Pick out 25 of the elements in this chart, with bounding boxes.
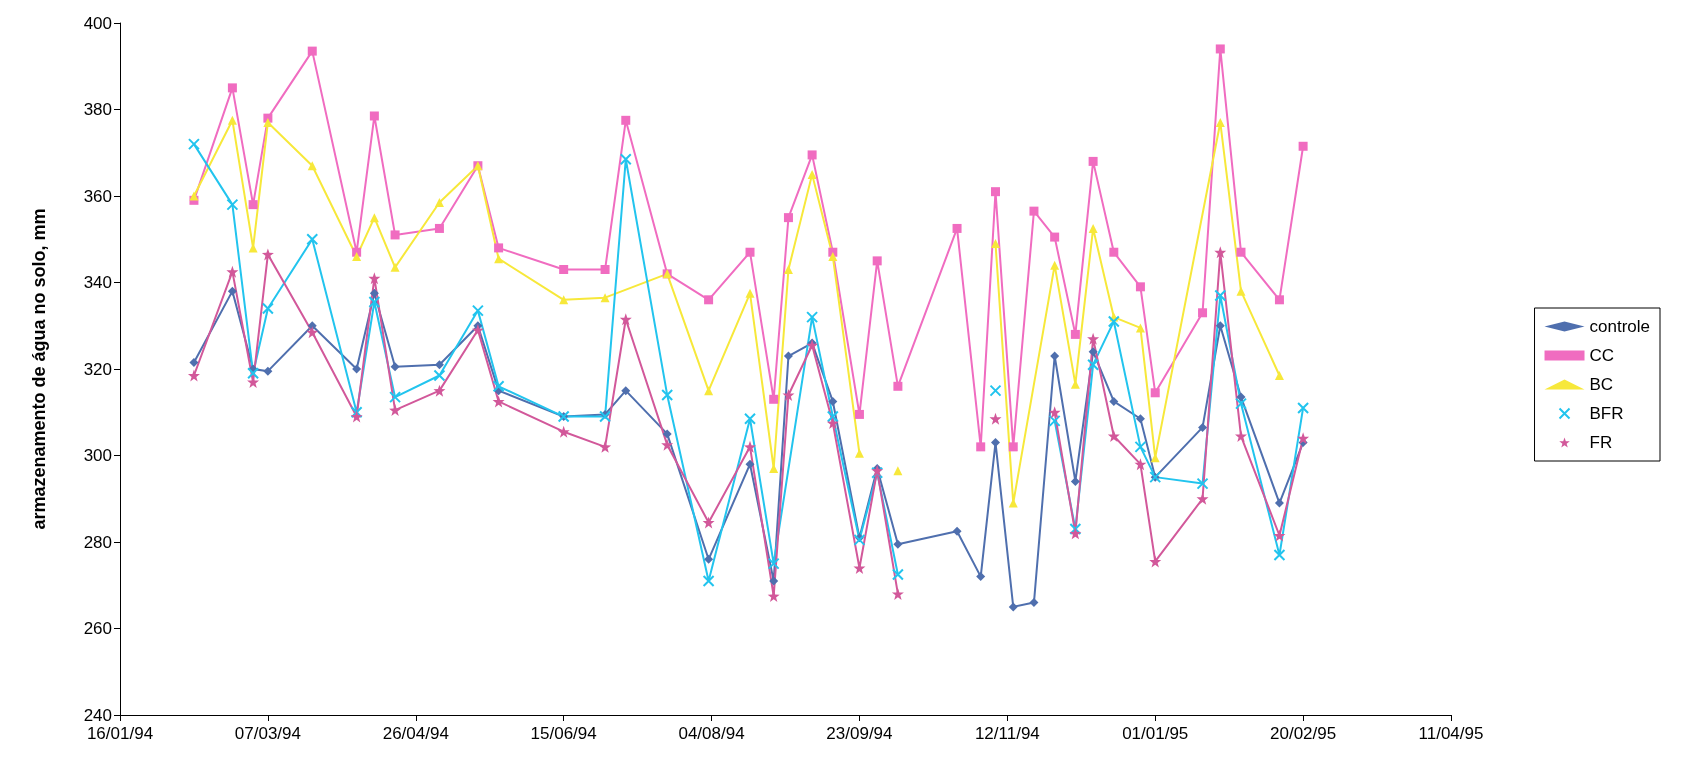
x-tick-label: 07/03/94 xyxy=(234,724,301,743)
x-tick-label: 23/09/94 xyxy=(826,724,893,743)
x-tick-label: 01/01/95 xyxy=(1122,724,1189,743)
x-tick-label: 11/04/95 xyxy=(1418,724,1484,743)
legend-label: controle xyxy=(1589,317,1650,336)
legend-label: BC xyxy=(1589,375,1614,394)
y-tick-label: 280 xyxy=(83,532,112,552)
y-tick-label: 340 xyxy=(83,273,112,292)
legend-label: BFR xyxy=(1589,404,1624,423)
y-tick-label: 320 xyxy=(83,359,112,379)
y-tick-label: 380 xyxy=(83,100,112,119)
legend-label: CC xyxy=(1589,346,1615,365)
x-tick-label: 04/08/94 xyxy=(678,724,745,743)
x-tick-label: 15/06/94 xyxy=(530,724,597,743)
x-tick-label: 12/11/94 xyxy=(974,724,1040,743)
x-tick-label: 26/04/94 xyxy=(382,724,449,743)
x-tick-label: 20/02/95 xyxy=(1270,724,1337,743)
y-tick-label: 260 xyxy=(83,619,112,638)
legend-label: FR xyxy=(1589,433,1613,452)
y-tick-label: 240 xyxy=(83,705,112,725)
y-tick-label: 400 xyxy=(83,13,112,33)
x-tick-label: 16/01/94 xyxy=(86,724,154,743)
y-tick-label: 360 xyxy=(83,186,112,206)
y-tick-label: 300 xyxy=(83,446,112,465)
y-axis-title: armazenamento de água no solo, mm xyxy=(29,208,49,530)
